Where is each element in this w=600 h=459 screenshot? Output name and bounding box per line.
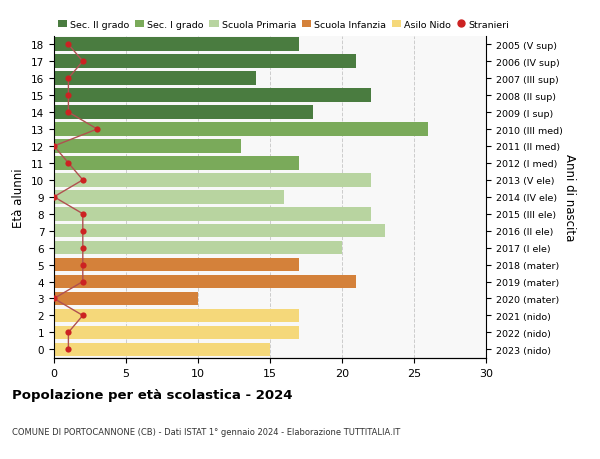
Bar [54,157,299,170]
Point [49,295,59,302]
Bar [54,89,371,103]
Bar [54,241,342,255]
Bar [54,123,428,136]
Point [49,143,59,150]
Point [64,41,73,49]
Point [49,194,59,201]
Bar [54,106,313,120]
Point [64,92,73,100]
Bar [54,343,270,356]
Bar [54,39,299,52]
Point [92,126,102,134]
Point [78,211,88,218]
Point [64,160,73,167]
Point [78,177,88,184]
Bar [54,140,241,153]
Bar [54,174,371,187]
Point [78,58,88,66]
Legend: Sec. II grado, Sec. I grado, Scuola Primaria, Scuola Infanzia, Asilo Nido, Stran: Sec. II grado, Sec. I grado, Scuola Prim… [54,17,514,34]
Bar [54,275,356,289]
Point [64,109,73,117]
Point [78,261,88,269]
Bar [54,258,299,272]
Bar [54,224,385,238]
Bar [54,292,198,306]
Bar [54,309,299,323]
Point [64,75,73,83]
Y-axis label: Anni di nascita: Anni di nascita [563,154,577,241]
Bar [54,56,356,69]
Bar [54,326,299,339]
Point [64,329,73,336]
Point [78,312,88,319]
Bar [54,207,371,221]
Y-axis label: Età alunni: Età alunni [13,168,25,227]
Point [78,278,88,285]
Point [78,245,88,252]
Bar [54,190,284,204]
Text: COMUNE DI PORTOCANNONE (CB) - Dati ISTAT 1° gennaio 2024 - Elaborazione TUTTITAL: COMUNE DI PORTOCANNONE (CB) - Dati ISTAT… [12,427,400,436]
Point [64,346,73,353]
Text: Popolazione per età scolastica - 2024: Popolazione per età scolastica - 2024 [12,388,293,401]
Point [78,228,88,235]
Bar [54,72,256,86]
